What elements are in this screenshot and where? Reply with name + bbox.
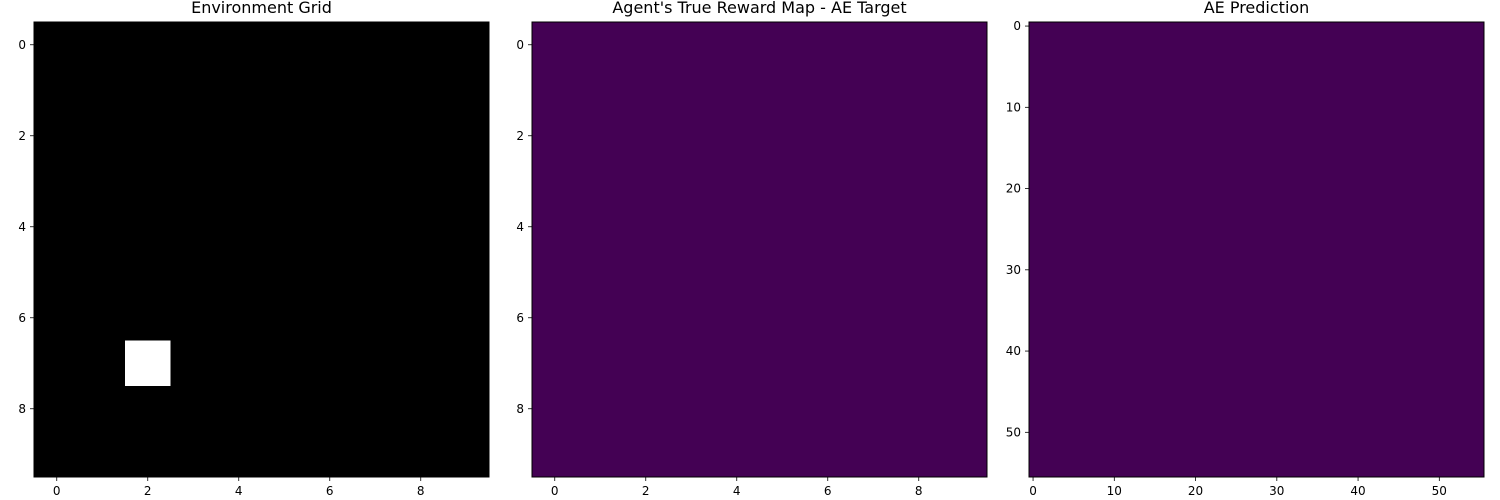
x-tick-label: 40 [1350,484,1365,498]
x-tick-label: 10 [1107,484,1122,498]
x-tick-label: 30 [1269,484,1284,498]
y-tick-label: 8 [18,402,26,416]
y-tick-label: 30 [1006,263,1021,277]
y-tick-label: 50 [1006,425,1021,439]
x-tick-label: 0 [53,484,61,498]
y-tick-label: 0 [516,38,524,52]
panel-true-reward-map: Agent's True Reward Map - AE Target 0 2 4 6… [516,0,988,498]
axes-frame [1028,21,1485,478]
panel-title: Agent's True Reward Map - AE Target [612,0,906,17]
x-tick-label: 8 [417,484,425,498]
y-tick-label: 4 [18,220,26,234]
x-tick-label: 0 [551,484,559,498]
x-tick-label: 6 [326,484,334,498]
y-tick-label: 2 [18,129,26,143]
heatmap-image [1029,22,1484,477]
y-tick-label: 0 [18,38,26,52]
y-tick-label: 10 [1006,100,1021,114]
x-tick-label: 8 [915,484,923,498]
x-tick-label: 20 [1188,484,1203,498]
heatmap-image [34,22,489,477]
y-tick-label: 6 [516,311,524,325]
x-tick-label: 2 [642,484,650,498]
x-tick-label: 4 [235,484,243,498]
x-tick-label: 4 [733,484,741,498]
y-tick-label: 40 [1006,344,1021,358]
panel-title: Environment Grid [191,0,332,17]
y-tick-label: 6 [18,311,26,325]
x-tick-label: 0 [1029,484,1037,498]
y-tick-label: 8 [516,402,524,416]
axes-frame [33,21,490,478]
x-tick-label: 6 [824,484,832,498]
panel-environment-grid: Environment Grid 0 2 4 6 8 0 2 4 6 8 [18,0,490,498]
y-tick-label: 2 [516,129,524,143]
y-tick-label: 4 [516,220,524,234]
x-tick-label: 2 [144,484,152,498]
heatmap-cell [125,340,171,386]
x-tick-label: 50 [1432,484,1447,498]
y-tick-label: 20 [1006,182,1021,196]
panel-title: AE Prediction [1204,0,1310,17]
y-tick-label: 0 [1013,19,1021,33]
heatmap-image [532,22,987,477]
axes-frame [531,21,988,478]
panel-ae-prediction: AE Prediction 0 10 20 30 40 50 0 10 20 30 40 50 [1006,0,1485,498]
